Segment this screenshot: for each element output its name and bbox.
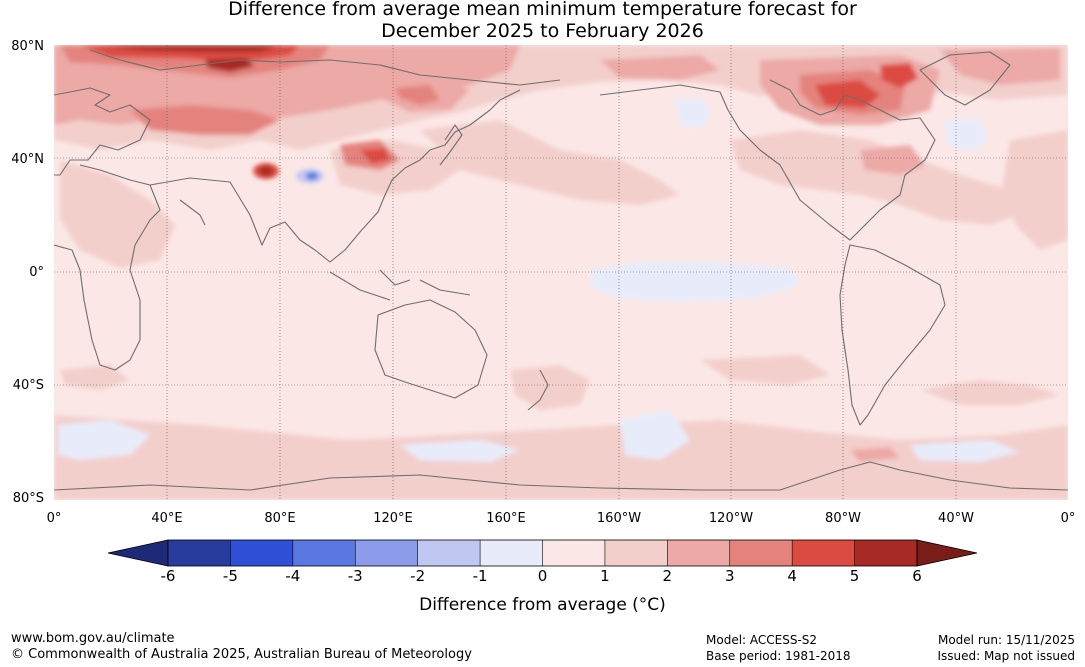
northeast-siberia-3-4 [395,85,440,105]
nz-east-1-2 [510,365,590,410]
east-us-2-3 [860,145,925,175]
southern-indian-cool [58,420,150,460]
footer-base-period: Base period: 1981-2018 [706,649,851,663]
colorbar-bin-3 [292,540,356,566]
colorbar-tick-label: 0 [537,567,548,585]
hudson-4-5 [815,80,880,108]
lon-label-40w: 40°W [938,511,974,526]
map-title-line-1: Difference from average mean minimum tem… [228,0,857,20]
north-america-1-2 [730,130,1030,225]
lat-label-equator: 0° [29,265,44,280]
lon-label-160e: 160°E [486,511,526,526]
coast-africa-europe [54,87,161,371]
colorbar-tick-label: -3 [347,567,363,585]
colorbar-bin-11 [792,540,855,566]
colorbar-bin-7 [542,540,605,566]
indian-ocean-south-1-2 [60,365,130,390]
footer-issued: Issued: Map not issued [937,649,1075,663]
alaska-2-3 [600,55,720,80]
anomaly-field [54,45,1068,500]
colorbar-bin-10 [729,540,793,566]
lon-label-120e: 120°E [373,511,413,526]
graticule [54,45,1068,500]
colorbar-bin-6 [480,540,543,566]
colorbar-tick-label: -1 [472,567,488,585]
colorbar-bin-4 [355,540,418,566]
north-pacific-1-2 [420,120,680,205]
colorbar-bin-8 [604,540,668,566]
coast-north-america [599,79,936,241]
colorbar-tick-label: 4 [787,567,797,585]
coastlines [54,49,1068,491]
arctic-russia-5-6 [100,45,280,52]
coast-japan [439,124,463,166]
footer-model-run: Model run: 15/11/2025 [937,633,1075,647]
atlantic-1-2 [1000,130,1068,250]
mongolia-3-4 [360,148,390,164]
colorbar-bin-5 [417,540,481,566]
south-atlantic-1-2 [920,380,1060,405]
footer-copyright: © Commonwealth of Australia 2025, Austra… [11,647,472,662]
tibet-hotspot-5-6 [259,166,273,176]
colorbar-over-arrow [916,539,978,567]
colorbar-under-arrow [107,539,169,567]
coast-south-america [839,244,946,426]
coast-antarctica [54,461,1068,491]
yamal-5-6 [205,58,255,72]
colorbar-bin-2 [230,540,293,566]
colorbar-label: Difference from average (°C) [419,595,666,615]
southern-ocean-cool-central [620,410,690,460]
lat-label-80n: 80°N [11,39,44,54]
map-title-line-2: December 2025 to February 2026 [381,20,704,42]
southern-ocean-cool-east [910,440,1020,462]
coast-indonesia [329,269,471,301]
colorbar-bin-12 [854,540,917,566]
colorbar-tick-label: 2 [662,567,673,585]
lon-label-120w: 120°W [708,511,754,526]
colorbar-tick-label: -5 [222,567,238,585]
lon-label-0-left: 0° [46,511,62,526]
colorbar-tick-label: 1 [600,567,610,585]
colorbar-tick-label: 5 [849,567,860,585]
north-pacific-cool [675,98,712,128]
lat-label-40n: 40°N [11,152,44,167]
colorbar-bin-1 [168,540,231,566]
lon-label-0-right: 0° [1060,511,1076,526]
footer-website: www.bom.gov.au/climate [11,631,175,646]
lat-label-40s: 40°S [12,378,44,393]
labrador-4-5 [880,63,918,88]
coast-greenland [919,51,1011,106]
east-pacific-south-1-2 [700,355,830,385]
lon-label-80w: 80°W [825,511,861,526]
colorbar-tick-label: -2 [410,567,426,585]
colorbar [107,539,978,567]
lat-label-80s: 80°S [12,491,44,506]
coast-arctic [89,49,561,86]
coast-new-zealand [527,369,549,411]
antarctic-coast-2-3 [850,447,900,462]
europe-2-3 [130,105,280,135]
colorbar-tick-label: -4 [285,567,301,585]
lon-label-40e: 40°E [151,511,183,526]
southern-ocean-cool-west [400,440,520,462]
lon-label-160w: 160°W [596,511,642,526]
colorbar-tick-label: 6 [912,567,922,585]
colorbar-bin-9 [667,540,730,566]
colorbar-tick-label: -6 [160,567,176,585]
lon-label-80e: 80°E [264,511,296,526]
coast-asia [149,89,521,263]
asia-subtropics-1-2 [60,160,175,268]
greenland-2-3 [940,48,1060,85]
tibet-cool-spot-inner [306,172,318,180]
footer-model: Model: ACCESS-S2 [706,633,818,647]
colorbar-tick-label: 3 [724,567,735,585]
anomaly-map [54,45,1068,500]
